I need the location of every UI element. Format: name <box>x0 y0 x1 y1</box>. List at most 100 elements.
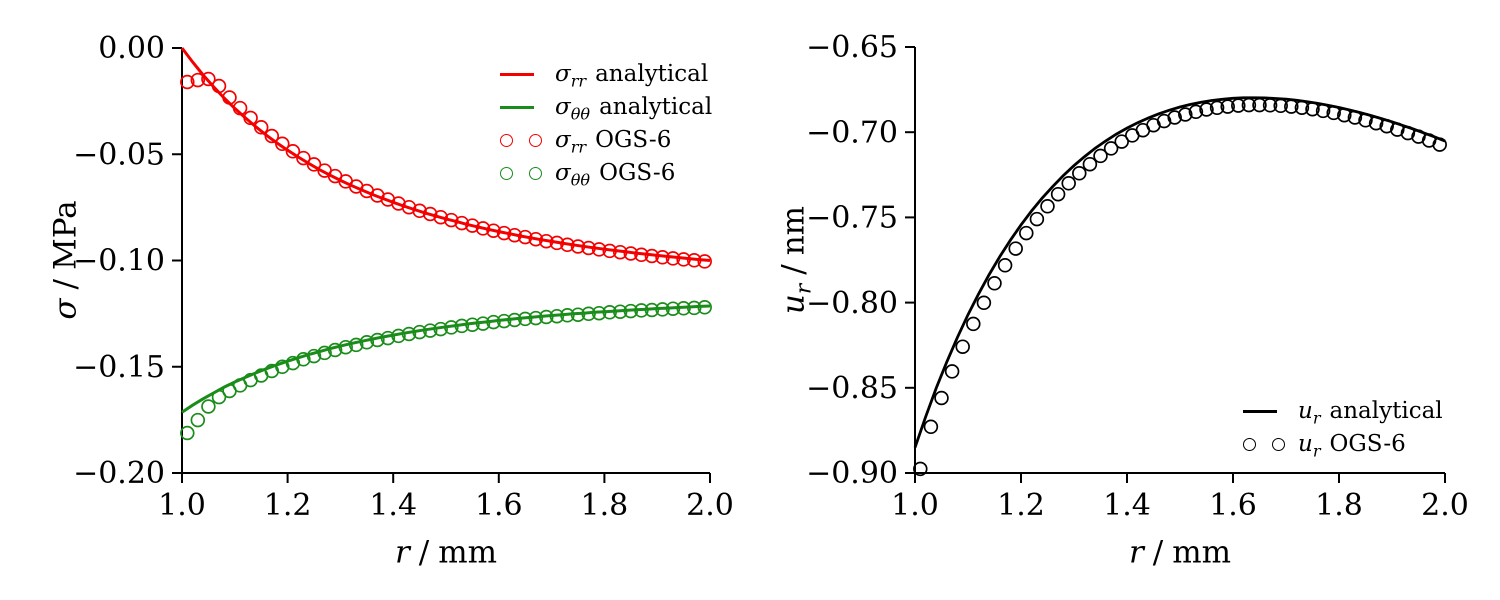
data-point-marker <box>412 203 427 219</box>
data-point-marker <box>1103 141 1119 156</box>
data-point-marker <box>1019 225 1034 241</box>
legend-item-label: σrr analytical <box>555 63 708 90</box>
legend-circle-swatch <box>500 134 513 147</box>
data-point-marker <box>370 332 385 348</box>
x-axis-title-displacement: r / mm <box>1128 534 1231 571</box>
data-point-marker <box>934 390 949 406</box>
data-point-marker <box>1050 186 1066 202</box>
y-axis-variable-subscript: r <box>791 283 817 295</box>
data-point-marker <box>1093 148 1108 164</box>
data-point-marker <box>433 209 448 225</box>
data-point-marker <box>338 339 353 355</box>
data-point-marker <box>1400 125 1416 141</box>
displacement-plot: 1.0 1.2 1.4 1.6 1.8 2.0 −0.65 −0.70 −0.75 −0.80 −0… <box>806 30 1469 523</box>
axis-label-separator: / <box>1152 534 1164 571</box>
legend-circle-swatch <box>500 167 513 180</box>
x-axis-variable: r <box>394 534 410 571</box>
data-point-marker <box>966 316 981 332</box>
x-axis-variable: r <box>1128 534 1144 571</box>
legend-displacement: ur analytical ur OGS-6 <box>1243 395 1443 461</box>
data-point-marker <box>697 300 712 315</box>
data-point-marker <box>676 252 691 267</box>
x-axis-title-stress: r / mm <box>394 534 497 571</box>
data-point-marker <box>401 199 417 215</box>
data-point-marker <box>602 305 617 320</box>
data-point-marker <box>380 330 396 346</box>
data-point-marker <box>612 304 628 319</box>
legend-circle-swatch <box>529 167 542 180</box>
data-point-marker <box>190 412 206 428</box>
data-point-marker <box>211 389 227 405</box>
legend-stress: σrr analytical σθθ analytical σrr OGS-6 σθθ… <box>500 58 712 190</box>
data-point-marker <box>275 136 290 152</box>
data-point-marker <box>623 246 639 261</box>
x-tick-label: 1.6 <box>1209 488 1257 523</box>
legend-item: ur analytical <box>1243 395 1443 428</box>
data-point-marker <box>913 461 928 477</box>
x-tick-label: 1.8 <box>581 488 629 523</box>
data-point-marker <box>1178 107 1193 122</box>
y-axis-unit: nm <box>775 205 812 256</box>
data-point-marker <box>560 308 575 323</box>
data-point-marker <box>454 215 470 231</box>
data-point-marker <box>401 326 417 342</box>
y-tick-label: −0.80 <box>806 286 898 321</box>
data-point-marker <box>539 233 554 249</box>
legend-line-marker <box>500 73 542 76</box>
data-point-marker <box>285 144 301 159</box>
legend-label-text: analytical <box>1329 398 1443 424</box>
data-point-marker <box>327 342 343 358</box>
x-tick-label: 1.4 <box>1103 488 1151 523</box>
x-tick-label: 1.2 <box>997 488 1045 523</box>
data-point-marker <box>549 235 565 251</box>
data-point-marker <box>1337 107 1352 123</box>
data-point-marker <box>1315 103 1331 119</box>
legend-variable: σ <box>555 160 571 186</box>
data-point-marker <box>465 317 480 332</box>
y-axis-title-displacement: ur / nm <box>775 205 817 314</box>
data-point-marker <box>1241 97 1257 113</box>
data-point-marker <box>655 250 670 265</box>
data-point-marker <box>676 301 691 316</box>
data-point-marker <box>665 301 681 316</box>
data-point-marker <box>923 419 939 435</box>
legend-item: σθθ analytical <box>500 91 712 124</box>
legend-variable-subscript: rr <box>570 71 587 91</box>
data-point-marker <box>475 221 491 236</box>
data-point-marker <box>570 239 586 254</box>
data-point-marker <box>1432 137 1447 152</box>
data-point-marker <box>665 251 681 266</box>
data-point-marker <box>475 316 491 331</box>
data-point-marker <box>987 276 1002 291</box>
y-axis-title-stress: σ / MPa <box>47 200 84 320</box>
data-point-marker <box>602 243 617 259</box>
legend-circle-marker <box>500 134 542 147</box>
x-tick-label: 2.0 <box>1421 488 1469 523</box>
y-axis-variable: σ <box>47 298 84 320</box>
data-point-marker <box>1188 104 1204 120</box>
data-point-marker <box>348 337 364 353</box>
legend-item: σrr analytical <box>500 58 712 91</box>
data-point-marker <box>1273 98 1288 114</box>
legend-variable: u <box>1298 398 1313 424</box>
axis-label-separator: / <box>418 534 430 571</box>
y-tick-label: −0.85 <box>806 371 898 406</box>
legend-variable: σ <box>555 127 571 153</box>
data-point-marker <box>591 305 607 321</box>
data-point-marker <box>1262 98 1278 113</box>
y-tick-label: −0.90 <box>806 456 898 491</box>
data-point-marker <box>1358 113 1373 128</box>
legend-circle-marker <box>500 167 542 180</box>
data-point-marker <box>180 74 195 90</box>
data-point-marker <box>997 258 1013 273</box>
legend-label-text: OGS-6 <box>595 127 672 153</box>
data-point-marker <box>591 242 607 257</box>
data-point-marker <box>1294 100 1310 115</box>
legend-item: σrr OGS-6 <box>500 124 712 157</box>
data-point-marker <box>232 100 248 116</box>
data-point-marker <box>1220 99 1235 114</box>
legend-item-label: σθθ analytical <box>555 96 712 123</box>
data-point-marker <box>944 364 960 379</box>
legend-circle-swatch <box>529 134 542 147</box>
x-tick-label: 1.8 <box>1315 488 1363 523</box>
